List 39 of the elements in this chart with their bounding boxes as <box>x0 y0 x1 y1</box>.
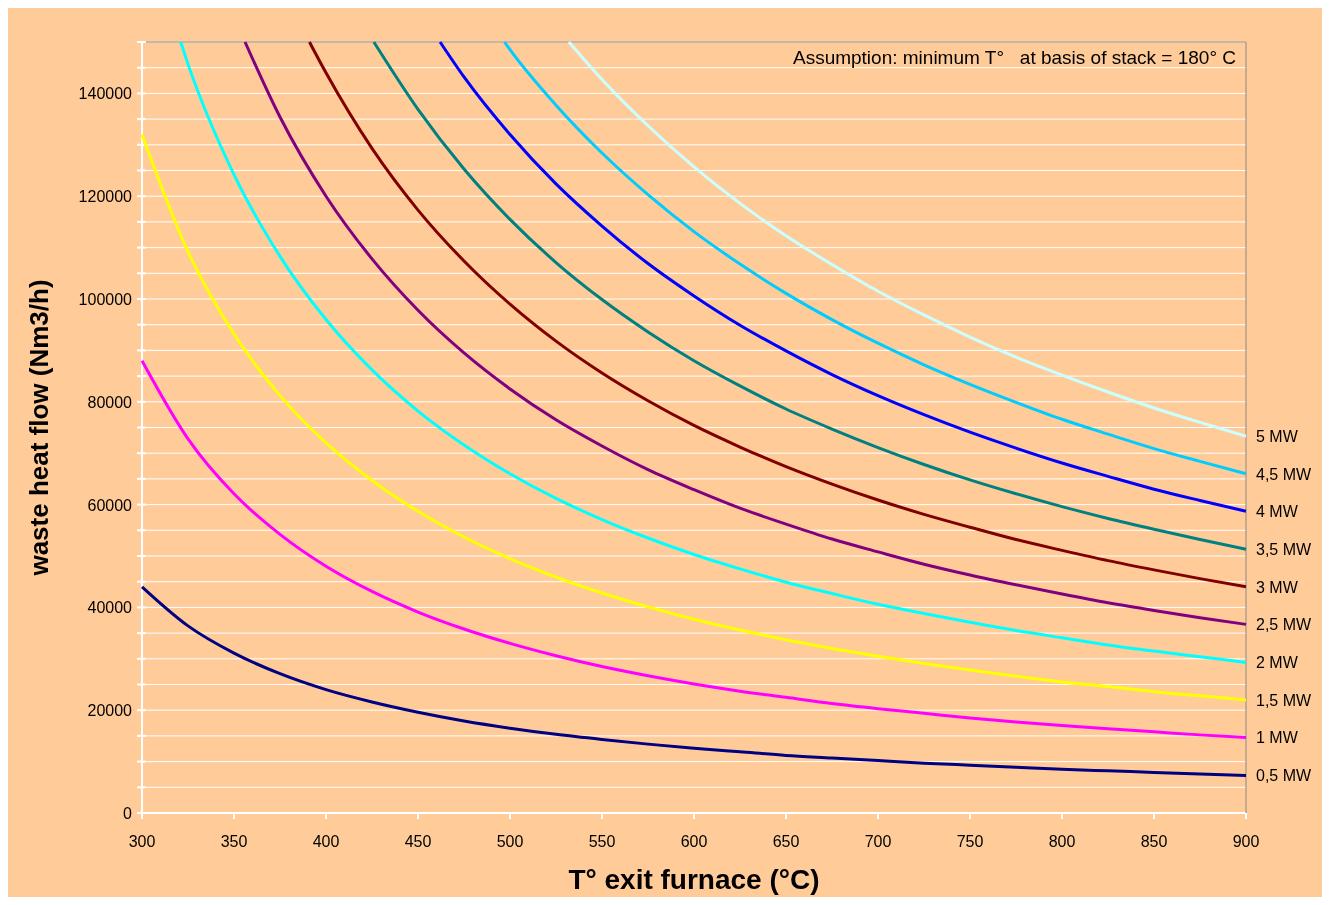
y-tick-label: 100000 <box>78 291 133 308</box>
y-tick-label: 140000 <box>78 85 133 103</box>
series-label: 1 MW <box>1256 729 1299 747</box>
line-series <box>140 133 1248 702</box>
y-tick-label: 40000 <box>87 599 133 617</box>
series-label: 3,5 MW <box>1256 541 1313 559</box>
x-tick-label: 450 <box>404 833 432 850</box>
x-tick-label: 850 <box>1140 833 1168 850</box>
x-tick-label: 800 <box>1048 833 1076 850</box>
line-series <box>567 40 1248 438</box>
annotation: Assumption: minimum T° at basis of stack = 180° C <box>792 47 1236 68</box>
y-tick-label: 120000 <box>78 188 133 206</box>
y-tick-label: 20000 <box>87 702 133 720</box>
series-label: 5 MW <box>1256 428 1299 446</box>
series-label: 4 MW <box>1256 503 1299 521</box>
x-axis-title: T° exit furnace (°C) <box>568 864 820 895</box>
y-tick-label: 60000 <box>87 496 133 514</box>
x-tick-label: 750 <box>956 833 984 850</box>
x-tick-label: 650 <box>772 833 800 850</box>
series-label: 4,5 MW <box>1256 465 1313 483</box>
x-tick-label: 500 <box>496 833 524 850</box>
y-axis-title: waste heat flow (Nm3/h) <box>24 279 54 577</box>
line-series <box>140 359 1248 739</box>
x-tick-label: 550 <box>588 833 616 850</box>
line-series <box>140 585 1248 777</box>
y-tick-label: 0 <box>123 805 133 822</box>
y-tick-label: 80000 <box>87 393 133 411</box>
x-tick-label: 600 <box>680 833 708 850</box>
x-tick-label: 900 <box>1232 833 1260 850</box>
x-tick-label: 400 <box>312 833 340 850</box>
series-label: 2,5 MW <box>1256 616 1313 634</box>
series-label: 1,5 MW <box>1256 691 1313 709</box>
x-tick-label: 300 <box>128 833 156 850</box>
series-label: 2 MW <box>1256 654 1299 672</box>
x-tick-label: 350 <box>220 833 248 850</box>
line-series <box>502 40 1248 476</box>
series-label: 0,5 MW <box>1256 767 1313 785</box>
x-tick-label: 700 <box>864 833 892 850</box>
series-label: 3 MW <box>1256 578 1299 596</box>
